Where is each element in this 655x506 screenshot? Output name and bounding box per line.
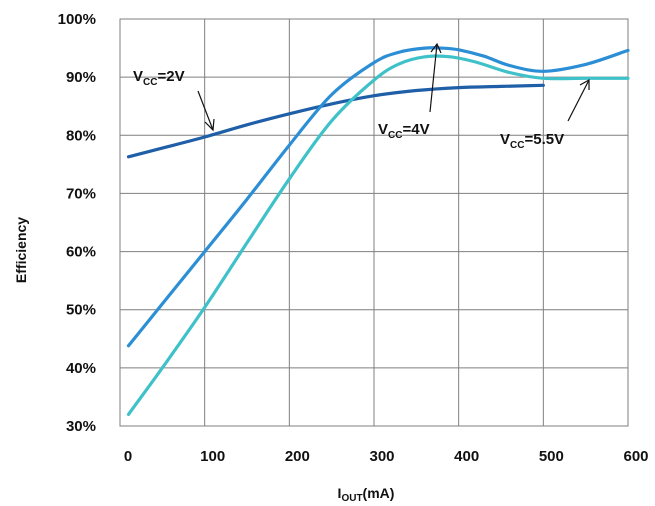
annotation-vcc-5-5v-suffix: =5.5V — [524, 131, 564, 148]
x-axis-title-suffix: (mA) — [363, 485, 395, 501]
y-tick-label-60: 60% — [66, 244, 96, 261]
series-line-0 — [126, 83, 545, 159]
x-tick-label-400: 400 — [454, 448, 479, 465]
x-tick-label-300: 300 — [369, 448, 394, 465]
tick-layer: 30% 40% 50% 60% 70% 80% 90% 100% 0 100 200 300 400 50… — [58, 11, 649, 465]
annotation-vcc-2v-main: V — [133, 68, 143, 85]
y-tick-label-30: 30% — [66, 418, 96, 435]
x-axis-title: IOUT(mA) — [338, 485, 395, 504]
y-tick-label-100: 100% — [58, 11, 96, 28]
y-axis-title: Efficiency — [13, 217, 29, 283]
annotation-vcc-2v-sub: CC — [143, 77, 157, 88]
x-tick-label-100: 100 — [200, 448, 225, 465]
annotation-arrow-5-5v — [567, 78, 590, 122]
series-line-2 — [126, 54, 630, 416]
annotation-arrow-4v — [429, 42, 442, 113]
y-tick-label-90: 90% — [66, 69, 96, 86]
x-axis-title-sub: OUT — [341, 493, 362, 504]
grid-layer — [119, 18, 629, 427]
annotation-vcc-4v-sub: CC — [388, 130, 402, 141]
x-tick-label-200: 200 — [285, 448, 310, 465]
y-tick-label-40: 40% — [66, 360, 96, 377]
annotation-vcc-5-5v-sub: CC — [510, 140, 524, 151]
series-line-1 — [126, 46, 630, 348]
annotation-arrow-2v — [197, 90, 215, 132]
y-tick-label-70: 70% — [66, 185, 96, 202]
x-tick-label-0: 0 — [124, 448, 132, 465]
y-tick-label-50: 50% — [66, 302, 96, 319]
x-tick-label-500: 500 — [539, 448, 564, 465]
annotation-vcc-2v-suffix: =2V — [157, 68, 184, 85]
y-tick-label-80: 80% — [66, 127, 96, 144]
annotation-vcc-4v-suffix: =4V — [402, 121, 429, 138]
annotation-vcc-4v: VCC=4V — [378, 121, 430, 141]
annotation-vcc-4v-main: V — [378, 121, 388, 138]
x-tick-label-600: 600 — [623, 448, 648, 465]
annotation-vcc-5-5v: VCC=5.5V — [500, 131, 564, 151]
annotation-vcc-2v: VCC=2V — [133, 68, 185, 88]
series-layer — [126, 46, 630, 416]
plot-frame — [119, 18, 629, 427]
x-axis-title-main: I — [338, 485, 342, 501]
annotation-vcc-5-5v-main: V — [500, 131, 510, 148]
